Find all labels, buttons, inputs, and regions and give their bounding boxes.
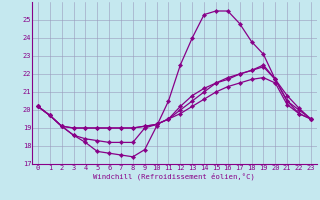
X-axis label: Windchill (Refroidissement éolien,°C): Windchill (Refroidissement éolien,°C)	[93, 172, 255, 180]
